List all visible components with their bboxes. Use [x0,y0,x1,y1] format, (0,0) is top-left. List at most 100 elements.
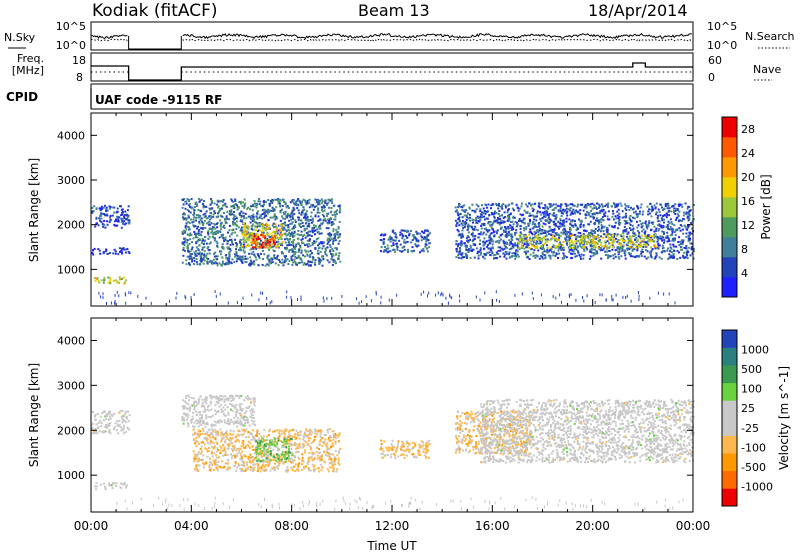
data-cell [389,240,392,243]
data-cell [318,242,321,245]
data-cell [640,234,643,237]
data-cell [239,419,242,422]
data-cell [629,236,632,239]
data-cell [651,239,653,242]
data-cell [251,414,254,417]
data-cell [552,254,555,257]
data-cell [548,212,551,215]
data-cell [663,250,666,253]
data-cell [536,245,539,248]
data-cell [489,224,491,227]
data-cell [574,247,577,250]
data-cell [629,245,632,248]
data-cell [692,218,695,221]
data-cell [198,397,201,400]
data-cell [531,227,534,230]
data-cell [638,294,640,298]
data-cell [586,210,588,213]
data-cell [253,240,256,243]
data-cell [295,200,298,203]
data-cell [691,242,694,245]
data-cell [569,237,572,240]
data-cell [654,207,657,210]
freq-tick-top: 18 [72,54,86,67]
data-cell [296,207,299,209]
data-cell [334,253,337,256]
data-cell [219,419,222,422]
data-cell [102,482,105,485]
data-cell [205,242,208,245]
data-cell [626,248,629,251]
data-cell [267,228,270,231]
data-cell [527,243,530,246]
data-cell [661,251,664,254]
data-cell [652,209,655,212]
data-cell [274,230,277,233]
data-cell [415,237,418,240]
data-cell [566,231,569,233]
data-cell [272,226,275,229]
data-cell [464,252,467,255]
data-cell [102,292,104,296]
data-cell [224,395,227,398]
data-cell [513,216,516,219]
data-cell [640,237,643,240]
data-cell [403,241,405,244]
data-cell [611,244,614,247]
data-cell [195,261,198,263]
data-cell [508,217,511,220]
data-cell [337,205,340,208]
data-cell [641,222,644,225]
data-cell [276,199,279,202]
data-cell [285,206,288,209]
data-cell [683,257,686,259]
data-cell [385,247,388,250]
data-cell [221,243,224,246]
data-cell [243,217,246,220]
data-cell [241,408,244,411]
data-cell [678,244,681,247]
data-cell [123,424,125,427]
data-cell [399,231,402,234]
data-cell [113,482,116,485]
data-cell [524,233,527,236]
data-cell [628,216,631,219]
data-cell [529,230,532,233]
data-cell [422,250,425,253]
data-cell [616,247,619,250]
data-cell [464,223,467,226]
data-cell [512,246,515,249]
data-cell [598,220,600,223]
data-cell [575,236,578,239]
data-cell [260,291,262,295]
data-cell [566,235,569,238]
data-cell [596,202,599,205]
data-cell [257,264,260,267]
data-cell [663,238,666,241]
data-cell [673,209,675,212]
data-cell [617,256,620,259]
data-cell [627,241,630,244]
data-cell [494,257,497,259]
data-cell [512,215,515,218]
data-cell [244,233,247,236]
data-cell [297,298,298,301]
data-cell [549,205,552,208]
data-cell [91,252,94,255]
data-cell [540,213,543,216]
data-cell [240,403,243,406]
data-cell [514,252,517,255]
data-cell [678,219,681,222]
data-cell [467,241,469,244]
data-cell [267,199,270,201]
data-cell [297,198,300,200]
data-cell [251,293,253,297]
data-cell [674,203,677,206]
data-cell [517,246,520,249]
data-cell [674,237,676,240]
data-cell [112,206,115,209]
data-cell [277,246,280,249]
data-cell [335,248,338,251]
data-cell [611,298,613,302]
